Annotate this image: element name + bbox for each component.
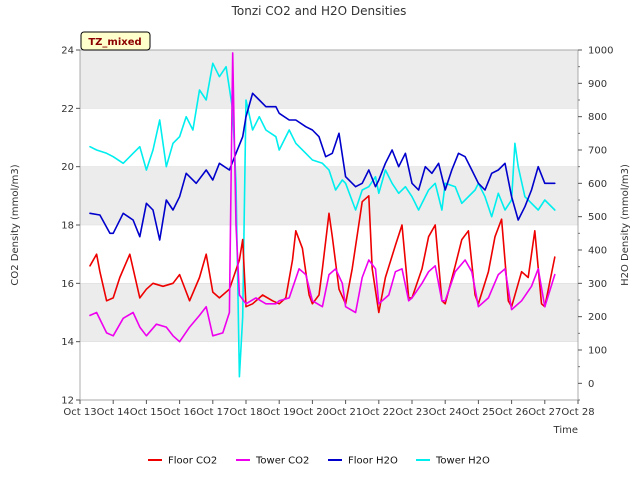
x-tick-label: Oct 24	[429, 407, 462, 418]
x-tick-label: Oct 18	[229, 407, 262, 418]
right-axis-title: H2O Density (mmol/m3)	[620, 164, 631, 286]
x-tick-label: Oct 16	[163, 407, 196, 418]
legend-label: Floor H2O	[348, 456, 398, 467]
left-tick-label: 22	[61, 104, 74, 115]
series-line-tower-h2o	[89, 62, 556, 378]
x-tick-label: Oct 22	[362, 407, 395, 418]
x-tick-label: Oct 19	[263, 407, 296, 418]
x-tick-label: Oct 21	[329, 407, 362, 418]
left-axis-ticks: 12 14 16 18 20 22 24	[61, 46, 80, 407]
annotation-box: TZ_mixed	[80, 31, 151, 51]
x-tick-label: Oct 15	[130, 407, 163, 418]
left-tick-label: 14	[61, 337, 74, 348]
right-tick-label: 400	[588, 246, 607, 257]
right-tick-label: 500	[588, 212, 607, 223]
x-tick-label: Oct 26	[495, 407, 528, 418]
right-tick-label: 0	[588, 379, 594, 390]
right-tick-label: 200	[588, 312, 607, 323]
right-tick-label: 800	[588, 112, 607, 123]
right-tick-label: 600	[588, 179, 607, 190]
left-tick-label: 16	[61, 279, 74, 290]
x-tick-label: Oct 17	[196, 407, 229, 418]
right-tick-label: 100	[588, 346, 607, 357]
left-tick-label: 18	[61, 221, 74, 232]
right-axis-ticks: 0 100 200 300 400 500 600 700 800 900 1000	[578, 46, 613, 401]
chart-title: Tonzi CO2 and H2O Densities	[231, 4, 407, 18]
right-tick-label: 300	[588, 279, 607, 290]
background-band	[80, 50, 578, 109]
background-bands	[80, 49, 578, 401]
left-tick-label: 20	[61, 162, 74, 173]
x-tick-label: Oct 28	[561, 407, 594, 418]
annotation-frame	[80, 31, 151, 51]
x-axis-title: Time	[553, 425, 578, 436]
legend-label: Tower CO2	[255, 456, 309, 467]
series-line-tower-co2	[89, 52, 556, 343]
legend-label: Floor CO2	[168, 456, 217, 467]
x-tick-label: Oct 23	[395, 407, 428, 418]
right-tick-label: 1000	[588, 46, 613, 57]
series-line-floor-h2o	[89, 92, 556, 241]
x-tick-label: Oct 27	[528, 407, 561, 418]
x-tick-label: Oct 25	[462, 407, 495, 418]
right-tick-label: 900	[588, 79, 607, 90]
legend: Floor CO2 Tower CO2 Floor H2O Tower H2O	[148, 456, 490, 467]
x-axis-ticks: Oct 13 Oct 14 Oct 15 Oct 16 Oct 17 Oct 18 Oct …	[63, 400, 595, 418]
left-tick-label: 24	[61, 46, 74, 57]
left-axis-title: CO2 Density (mmol/m3)	[10, 164, 21, 285]
annotation-label: TZ_mixed	[88, 37, 141, 48]
series-layer	[89, 52, 556, 378]
x-tick-label: Oct 20	[296, 407, 329, 418]
right-tick-label: 700	[588, 146, 607, 157]
x-tick-label: Oct 14	[97, 407, 130, 418]
left-tick-label: 12	[61, 396, 74, 407]
background-band	[80, 283, 578, 342]
x-tick-label: Oct 13	[63, 407, 96, 418]
legend-label: Tower H2O	[435, 456, 490, 467]
